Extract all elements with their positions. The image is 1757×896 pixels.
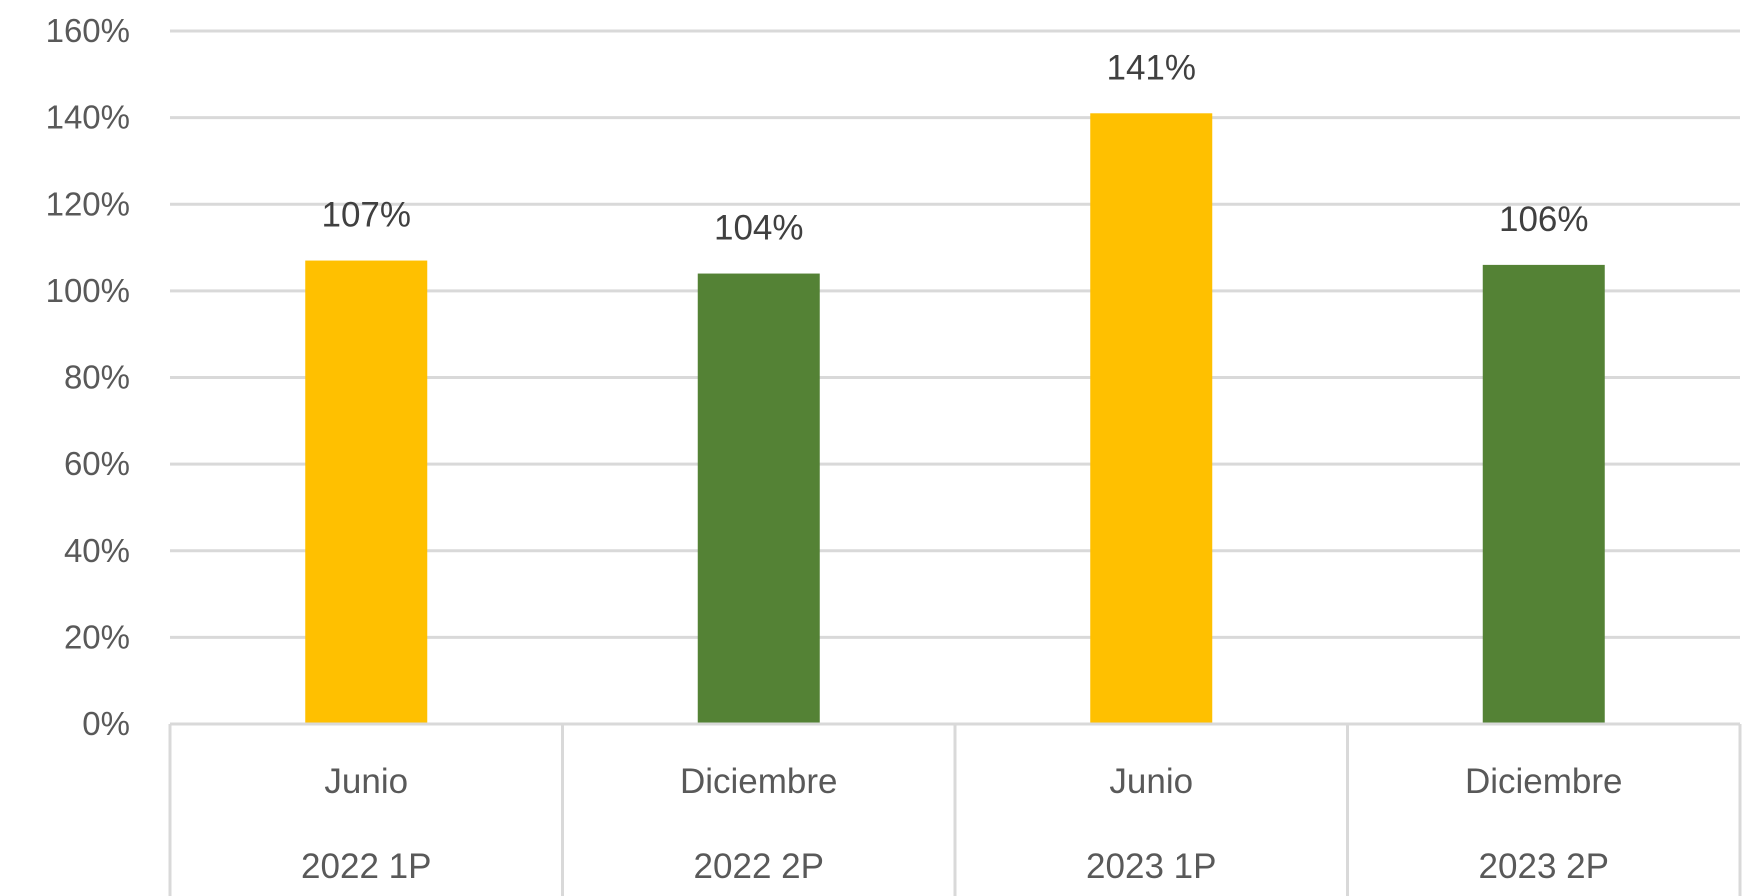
category-period-label: 2022 1P [301, 847, 431, 886]
bar [697, 273, 820, 724]
data-label: 106% [1499, 200, 1589, 239]
category-month-label: Diciembre [680, 762, 838, 801]
data-label: 141% [1106, 48, 1196, 87]
y-tick-label: 140% [46, 99, 130, 136]
data-labels: 107% 104% 141% 106% [321, 48, 1588, 247]
y-axis-tick-labels: 0% 20% 40% 60% 80% 100% 120% 140% 160% [46, 12, 130, 742]
category-month-label: Junio [324, 762, 408, 801]
y-tick-label: 40% [64, 532, 130, 569]
bar [305, 260, 428, 724]
bar [1090, 113, 1213, 724]
gridlines [170, 29, 1740, 639]
y-tick-label: 20% [64, 618, 130, 655]
bar [1482, 264, 1605, 724]
category-month-label: Diciembre [1465, 762, 1623, 801]
category-period-label: 2023 2P [1479, 847, 1609, 886]
y-tick-label: 120% [46, 185, 130, 222]
y-tick-label: 0% [82, 705, 130, 742]
y-tick-label: 100% [46, 272, 130, 309]
x-axis: Junio 2022 1P Diciembre 2022 2P Junio 2023 1P… [168, 722, 1742, 896]
data-label: 107% [321, 196, 411, 235]
data-label: 104% [714, 209, 804, 248]
y-tick-label: 160% [46, 12, 130, 49]
y-tick-label: 80% [64, 359, 130, 396]
category-month-label: Junio [1109, 762, 1193, 801]
category-period-label: 2023 1P [1086, 847, 1216, 886]
category-period-label: 2022 2P [694, 847, 824, 886]
bars [305, 113, 1605, 724]
y-tick-label: 60% [64, 445, 130, 482]
